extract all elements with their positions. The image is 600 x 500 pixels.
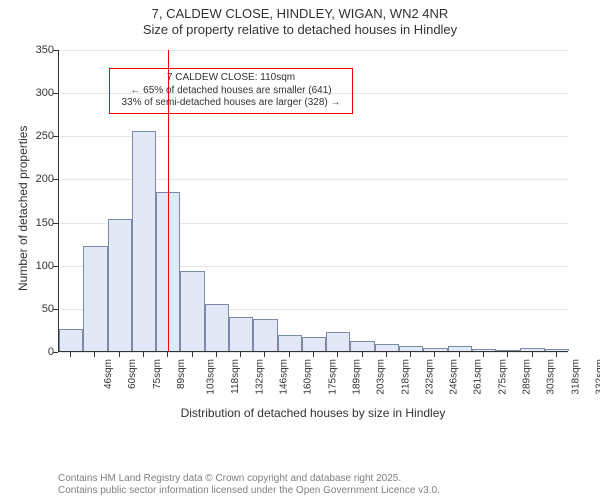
x-tick-label: 232sqm — [424, 359, 435, 395]
x-tick-label: 175sqm — [327, 359, 338, 395]
title-line1: 7, CALDEW CLOSE, HINDLEY, WIGAN, WN2 4NR — [0, 6, 600, 22]
histogram-bar — [59, 329, 83, 351]
x-tick-label: 60sqm — [127, 359, 138, 389]
y-tick-mark — [53, 50, 58, 51]
x-tick-mark — [483, 352, 484, 357]
x-tick-mark — [119, 352, 120, 357]
chart-title-block: 7, CALDEW CLOSE, HINDLEY, WIGAN, WN2 4NR… — [0, 0, 600, 39]
y-tick-label: 300 — [0, 87, 54, 99]
histogram-bar — [302, 337, 326, 351]
histogram-bar — [108, 219, 132, 351]
histogram-bar — [180, 271, 204, 351]
x-tick-mark — [289, 352, 290, 357]
gridline — [59, 50, 568, 51]
callout-line2: ← 65% of detached houses are smaller (64… — [116, 85, 346, 98]
title-line2: Size of property relative to detached ho… — [0, 22, 600, 38]
callout-box: 7 CALDEW CLOSE: 110sqm← 65% of detached … — [109, 68, 353, 114]
x-tick-label: 275sqm — [497, 359, 508, 395]
histogram-bar — [399, 346, 423, 351]
x-tick-mark — [192, 352, 193, 357]
x-tick-label: 46sqm — [103, 359, 114, 389]
histogram-bar — [448, 346, 472, 351]
histogram-bar — [229, 317, 253, 352]
y-tick-mark — [53, 93, 58, 94]
x-tick-mark — [94, 352, 95, 357]
histogram-bar — [278, 335, 302, 351]
x-tick-mark — [386, 352, 387, 357]
x-tick-label: 103sqm — [206, 359, 217, 395]
x-axis-label: Distribution of detached houses by size … — [58, 406, 568, 420]
x-tick-mark — [556, 352, 557, 357]
footer-line2: Contains public sector information licen… — [58, 485, 440, 497]
x-tick-mark — [410, 352, 411, 357]
callout-line1: 7 CALDEW CLOSE: 110sqm — [116, 72, 346, 85]
y-tick-mark — [53, 136, 58, 137]
x-tick-mark — [264, 352, 265, 357]
x-tick-mark — [434, 352, 435, 357]
x-tick-label: 146sqm — [279, 359, 290, 395]
x-tick-mark — [216, 352, 217, 357]
histogram-bar — [350, 341, 374, 351]
histogram-bar — [423, 348, 447, 351]
histogram-bar — [83, 246, 107, 351]
x-tick-mark — [532, 352, 533, 357]
x-tick-label: 318sqm — [570, 359, 581, 395]
y-tick-label: 0 — [0, 346, 54, 358]
chart-container: 7 CALDEW CLOSE: 110sqm← 65% of detached … — [0, 42, 600, 452]
x-tick-label: 303sqm — [546, 359, 557, 395]
histogram-bar — [253, 319, 277, 351]
x-tick-mark — [313, 352, 314, 357]
plot-area: 7 CALDEW CLOSE: 110sqm← 65% of detached … — [58, 50, 568, 352]
y-tick-mark — [53, 223, 58, 224]
x-tick-mark — [240, 352, 241, 357]
y-tick-label: 350 — [0, 44, 54, 56]
x-tick-label: 289sqm — [522, 359, 533, 395]
x-tick-mark — [167, 352, 168, 357]
histogram-bar — [520, 348, 544, 351]
y-axis-label: Number of detached properties — [16, 126, 30, 291]
y-tick-mark — [53, 266, 58, 267]
histogram-bar — [375, 344, 399, 351]
histogram-bar — [132, 131, 156, 351]
y-tick-mark — [53, 352, 58, 353]
histogram-bar — [496, 350, 520, 351]
x-tick-label: 132sqm — [254, 359, 265, 395]
x-tick-label: 118sqm — [229, 359, 240, 394]
x-tick-label: 203sqm — [376, 359, 387, 395]
x-tick-label: 246sqm — [449, 359, 460, 395]
x-tick-mark — [459, 352, 460, 357]
y-tick-mark — [53, 179, 58, 180]
y-tick-label: 50 — [0, 303, 54, 315]
x-tick-mark — [507, 352, 508, 357]
x-tick-label: 261sqm — [473, 359, 484, 395]
x-tick-mark — [143, 352, 144, 357]
histogram-bar — [326, 332, 350, 351]
histogram-bar — [205, 304, 229, 351]
x-tick-label: 160sqm — [303, 359, 314, 395]
x-tick-mark — [337, 352, 338, 357]
x-tick-label: 189sqm — [352, 359, 363, 395]
x-tick-label: 75sqm — [152, 359, 163, 389]
x-tick-label: 218sqm — [400, 359, 411, 395]
histogram-bar — [472, 349, 496, 351]
x-tick-mark — [362, 352, 363, 357]
callout-line3: 33% of semi-detached houses are larger (… — [116, 97, 346, 110]
x-tick-label: 89sqm — [176, 359, 187, 389]
x-tick-label: 332sqm — [594, 359, 600, 395]
histogram-bar — [545, 349, 569, 351]
y-tick-mark — [53, 309, 58, 310]
footer-line1: Contains HM Land Registry data © Crown c… — [58, 473, 440, 485]
footer-attribution: Contains HM Land Registry data © Crown c… — [58, 473, 440, 496]
x-tick-mark — [70, 352, 71, 357]
